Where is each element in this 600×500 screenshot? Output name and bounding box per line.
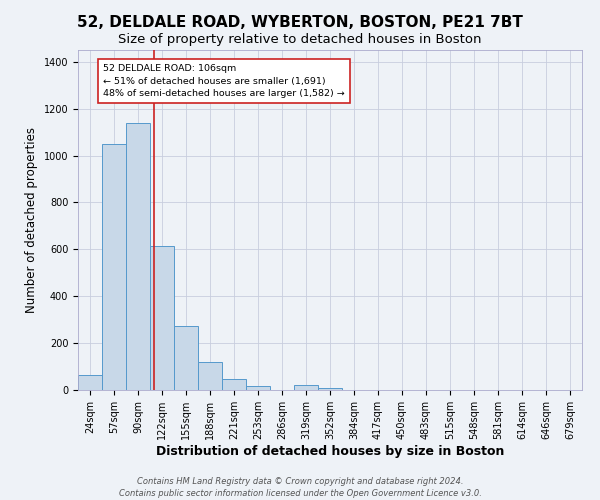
Bar	[126, 122, 150, 390]
Bar	[294, 386, 318, 390]
Bar	[222, 379, 246, 390]
Bar	[150, 246, 174, 390]
Text: 52 DELDALE ROAD: 106sqm
← 51% of detached houses are smaller (1,691)
48% of semi: 52 DELDALE ROAD: 106sqm ← 51% of detache…	[103, 64, 345, 98]
Text: Size of property relative to detached houses in Boston: Size of property relative to detached ho…	[118, 32, 482, 46]
Bar	[198, 362, 222, 390]
Bar	[246, 386, 270, 390]
X-axis label: Distribution of detached houses by size in Boston: Distribution of detached houses by size …	[156, 444, 504, 458]
Bar	[102, 144, 126, 390]
Bar	[318, 388, 342, 390]
Bar	[174, 326, 198, 390]
Text: 52, DELDALE ROAD, WYBERTON, BOSTON, PE21 7BT: 52, DELDALE ROAD, WYBERTON, BOSTON, PE21…	[77, 15, 523, 30]
Text: Contains HM Land Registry data © Crown copyright and database right 2024.
Contai: Contains HM Land Registry data © Crown c…	[119, 476, 481, 498]
Bar	[78, 375, 102, 390]
Y-axis label: Number of detached properties: Number of detached properties	[25, 127, 38, 313]
